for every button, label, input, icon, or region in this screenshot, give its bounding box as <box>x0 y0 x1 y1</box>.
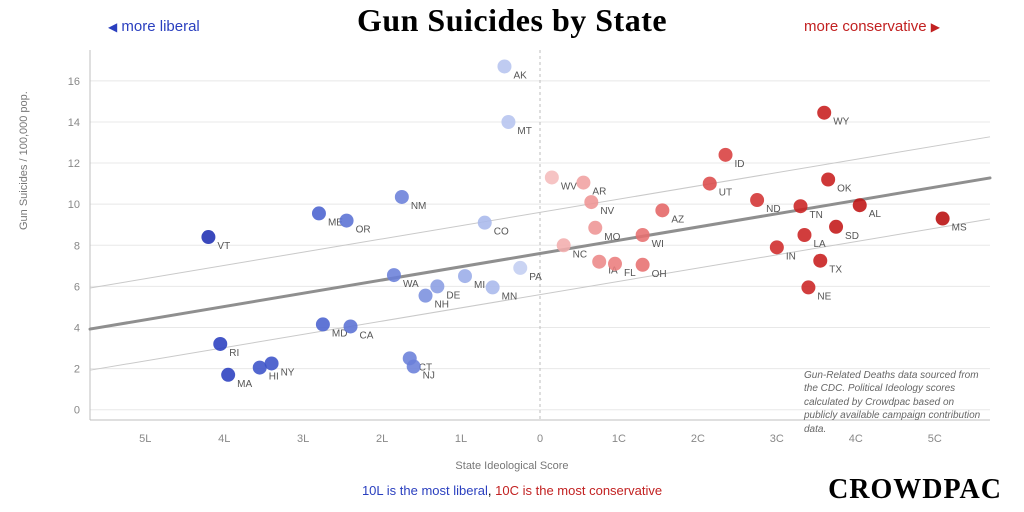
svg-text:NM: NM <box>411 201 427 212</box>
svg-text:NY: NY <box>281 367 295 378</box>
svg-text:2: 2 <box>74 364 80 376</box>
svg-text:1C: 1C <box>612 433 626 445</box>
svg-text:5L: 5L <box>139 433 151 445</box>
svg-text:TX: TX <box>829 265 842 276</box>
svg-text:VT: VT <box>217 241 230 252</box>
svg-text:NE: NE <box>817 291 831 302</box>
svg-text:ID: ID <box>735 159 745 170</box>
brand-logo: CROWDPAC <box>828 474 1002 506</box>
svg-text:WA: WA <box>403 279 419 290</box>
svg-text:OH: OH <box>652 269 667 280</box>
svg-text:CA: CA <box>360 330 374 341</box>
svg-text:8: 8 <box>74 240 80 252</box>
svg-text:UT: UT <box>719 188 732 199</box>
svg-text:4: 4 <box>74 323 80 335</box>
svg-text:CO: CO <box>494 227 509 238</box>
svg-text:AL: AL <box>869 209 882 220</box>
svg-text:TN: TN <box>810 210 823 221</box>
svg-text:MA: MA <box>237 379 252 390</box>
svg-text:AK: AK <box>513 70 527 81</box>
svg-text:AZ: AZ <box>671 214 684 225</box>
svg-text:0: 0 <box>537 433 543 445</box>
svg-text:NJ: NJ <box>423 371 435 382</box>
svg-text:PA: PA <box>529 272 542 283</box>
svg-text:14: 14 <box>68 117 80 129</box>
svg-text:NC: NC <box>573 249 587 260</box>
legend-conservative: 10C is the most conservative <box>495 483 662 498</box>
svg-text:0: 0 <box>74 405 80 417</box>
svg-text:FL: FL <box>624 268 636 279</box>
svg-text:2C: 2C <box>691 433 705 445</box>
x-axis-label: State Ideological Score <box>0 460 1024 472</box>
svg-text:NV: NV <box>600 206 614 217</box>
svg-text:SD: SD <box>845 231 859 242</box>
svg-text:MN: MN <box>502 291 518 302</box>
svg-text:3L: 3L <box>297 433 309 445</box>
svg-text:6: 6 <box>74 281 80 293</box>
source-note: Gun-Related Deaths data sourced from the… <box>804 369 984 437</box>
svg-text:OR: OR <box>356 225 371 236</box>
svg-text:MT: MT <box>517 126 531 137</box>
triangle-right-icon: ▶ <box>931 20 940 34</box>
svg-text:RI: RI <box>229 348 239 359</box>
svg-text:MS: MS <box>952 223 967 234</box>
svg-text:IN: IN <box>786 251 796 262</box>
svg-text:WV: WV <box>561 181 577 192</box>
svg-text:OK: OK <box>837 184 852 195</box>
svg-text:16: 16 <box>68 76 80 88</box>
svg-text:ND: ND <box>766 204 780 215</box>
svg-text:12: 12 <box>68 158 80 170</box>
svg-text:MI: MI <box>474 280 485 291</box>
conservative-hint-text: more conservative <box>804 18 927 35</box>
liberal-hint-text: more liberal <box>121 18 199 35</box>
svg-text:3C: 3C <box>770 433 784 445</box>
legend-liberal: 10L is the most liberal <box>362 483 488 498</box>
triangle-left-icon: ◀ <box>108 20 117 34</box>
svg-text:WI: WI <box>652 239 664 250</box>
y-axis-label: Gun Suicides / 100,000 pop. <box>18 91 30 230</box>
svg-text:WY: WY <box>833 117 849 128</box>
svg-text:HI: HI <box>269 372 279 383</box>
svg-text:LA: LA <box>813 239 826 250</box>
svg-text:DE: DE <box>446 290 460 301</box>
svg-text:MO: MO <box>604 232 620 243</box>
svg-text:1L: 1L <box>455 433 467 445</box>
svg-text:4L: 4L <box>218 433 230 445</box>
conservative-direction-hint: more conservative ▶ <box>804 18 940 35</box>
svg-text:2L: 2L <box>376 433 388 445</box>
liberal-direction-hint: ◀ more liberal <box>108 18 200 35</box>
svg-text:10: 10 <box>68 199 80 211</box>
